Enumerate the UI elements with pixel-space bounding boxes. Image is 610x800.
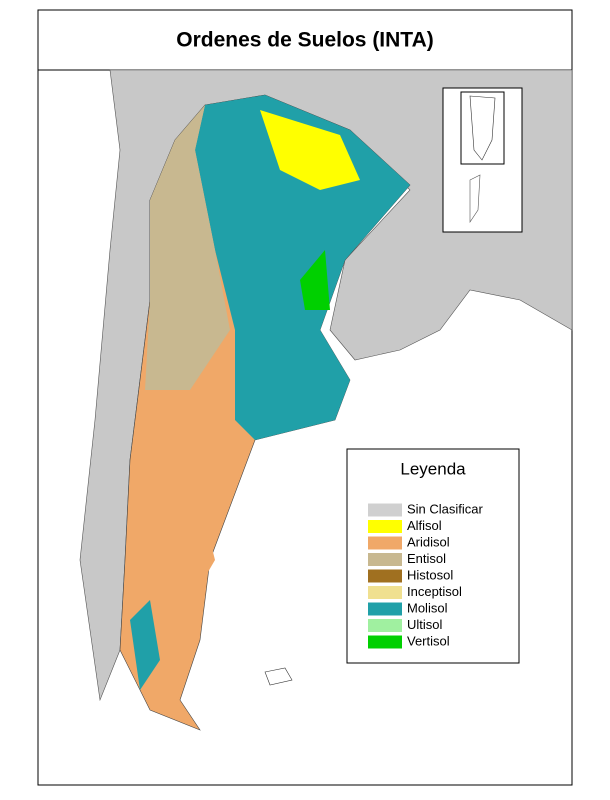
inset-antarctica xyxy=(469,174,481,223)
legend-label: Histosol xyxy=(407,567,453,582)
alfisol-region xyxy=(260,110,360,190)
legend-label: Alfisol xyxy=(407,518,442,533)
legend-swatch xyxy=(368,635,402,649)
legend-swatch xyxy=(368,586,402,599)
legend-label: Inceptisol xyxy=(407,584,462,599)
legend-label: Vertisol xyxy=(407,633,450,648)
legend-swatch xyxy=(368,619,402,632)
legend-swatch xyxy=(368,569,402,583)
map-title: Ordenes de Suelos (INTA) xyxy=(176,29,434,52)
molisol-south xyxy=(130,600,160,690)
legend-swatch xyxy=(368,553,402,566)
inset-map xyxy=(442,87,523,233)
entisol-region xyxy=(145,105,230,390)
legend-swatch xyxy=(368,602,402,616)
legend-label: Aridisol xyxy=(407,534,450,549)
legend-title: Leyenda xyxy=(400,459,466,478)
legend-swatch xyxy=(368,503,402,517)
inset-country xyxy=(469,95,496,161)
molisol-region xyxy=(195,95,410,440)
legend-label: Molisol xyxy=(407,600,448,615)
legend-label: Sin Clasificar xyxy=(407,501,484,516)
legend-swatch xyxy=(368,520,402,533)
legend-swatch xyxy=(368,536,402,550)
legend-label: Ultisol xyxy=(407,617,443,632)
legend-label: Entisol xyxy=(407,551,446,566)
islands xyxy=(264,667,293,686)
aridisol-region xyxy=(140,500,215,620)
vertisol-region xyxy=(300,250,330,310)
